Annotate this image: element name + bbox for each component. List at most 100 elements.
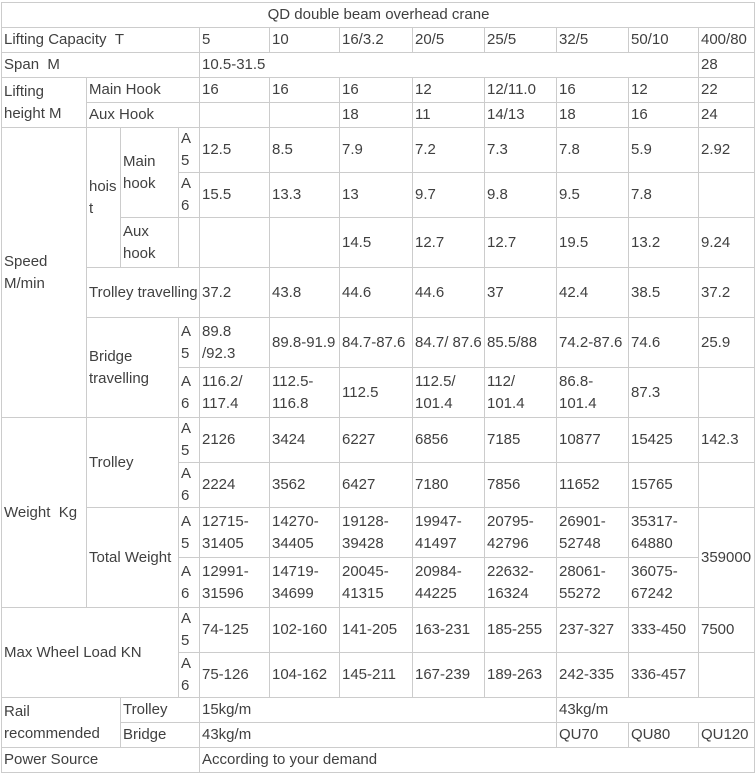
- value-cell: 16/3.2: [339, 27, 413, 53]
- value-cell: 400/80: [697, 27, 755, 53]
- value-cell: 10.5-31.5: [199, 52, 699, 78]
- value-cell: QU80: [628, 722, 699, 748]
- value-cell: 7.2: [412, 127, 485, 173]
- value-cell: 28: [697, 52, 755, 78]
- value-cell: 3562: [269, 462, 340, 508]
- value-cell: 116.2/ 117.4: [199, 367, 270, 418]
- value-cell: 25.9: [697, 317, 755, 368]
- value-cell: 13: [339, 172, 413, 218]
- value-cell: 9.7: [412, 172, 485, 218]
- value-cell: 7856: [484, 462, 557, 508]
- value-cell: 38.5: [628, 267, 699, 318]
- value-cell: 189-263: [484, 652, 557, 698]
- value-cell: 43.8: [269, 267, 340, 318]
- value-cell: [269, 217, 340, 268]
- value-cell: [199, 217, 270, 268]
- value-cell: 7185: [484, 417, 557, 463]
- value-cell: 336-457: [628, 652, 699, 698]
- value-cell: 16: [199, 77, 270, 103]
- value-cell: 12: [412, 77, 485, 103]
- table-row: Weight Kg Trolley A5 2126 3424 6227 6856 7185 10…: [1, 417, 755, 608]
- value-cell: 37.2: [199, 267, 270, 318]
- grade-cell: A6: [178, 172, 200, 218]
- value-cell: 9.5: [556, 172, 629, 218]
- value-cell: 112/ 101.4: [484, 367, 557, 418]
- value-cell: 112.5: [339, 367, 413, 418]
- label-lifting-height: Lifting height M: [1, 77, 87, 128]
- value-cell: 3424: [269, 417, 340, 463]
- value-cell: 18: [339, 102, 413, 128]
- value-cell: 7.9: [339, 127, 413, 173]
- value-cell: [697, 462, 755, 508]
- value-cell: 44.6: [339, 267, 413, 318]
- value-cell: 14270- 34405: [269, 507, 340, 558]
- value-cell: 16: [339, 77, 413, 103]
- value-cell: 6856: [412, 417, 485, 463]
- value-cell: 44.6: [412, 267, 485, 318]
- label-speed: Speed M/min: [1, 127, 87, 418]
- value-cell: 89.8 /92.3: [199, 317, 270, 368]
- value-cell: 15765: [628, 462, 699, 508]
- value-cell: 2126: [199, 417, 270, 463]
- value-cell: 84.7/ 87.6: [412, 317, 485, 368]
- label-total-weight: Total Weight: [86, 507, 179, 608]
- table-row: Bridge travelling A5 89.8 /92.3 89.8-91.9 84…: [2, 317, 755, 418]
- value-cell: 11: [412, 102, 485, 128]
- table-row: Aux hook 14.5 12.7 12.7 19.5 13.2 9.24: [2, 217, 755, 268]
- value-cell: 13.3: [269, 172, 340, 218]
- value-cell: 74-125: [199, 607, 270, 653]
- value-cell: 35317- 64880: [628, 507, 699, 558]
- grade-cell: A6: [178, 367, 200, 418]
- table-row: Lifting Capacity T 5 10 16/3.2 20/5 25/5 32/5 5…: [1, 27, 755, 53]
- value-cell: 359000: [697, 507, 755, 608]
- value-cell: 89.8-91.9: [269, 317, 340, 368]
- table-row: A6 2224 3562 6427 7180 7856 11652 15765: [2, 462, 755, 508]
- table-row: Aux Hook 18 11 14/13 18 16 24: [2, 102, 755, 128]
- value-cell: 12/11.0: [484, 77, 557, 103]
- value-cell: 237-327: [556, 607, 629, 653]
- value-cell: 18: [556, 102, 629, 128]
- grade-cell: A5: [178, 507, 200, 558]
- table-row: Max Wheel Load KN A5 74-125 102-160 141-205 1…: [1, 607, 755, 698]
- table-title: QD double beam overhead crane: [0, 2, 755, 28]
- value-cell: 12.7: [412, 217, 485, 268]
- label-bridge-travelling: Bridge travelling: [86, 317, 179, 418]
- value-cell: 10: [269, 27, 340, 53]
- value-cell: [199, 102, 270, 128]
- value-cell: 163-231: [412, 607, 485, 653]
- value-cell: 141-205: [339, 607, 413, 653]
- label-aux-hook: Aux Hook: [86, 102, 200, 128]
- value-cell: 6227: [339, 417, 413, 463]
- value-cell: 13.2: [628, 217, 699, 268]
- value-cell: 9.24: [697, 217, 755, 268]
- value-cell: 15kg/m: [199, 697, 557, 723]
- grade-cell: [178, 217, 200, 268]
- value-cell: 20/5: [412, 27, 485, 53]
- table-row: Lifting height M Main Hook 16 16 16 12 12/11.0…: [1, 77, 755, 128]
- label-hoist: hoist: [86, 127, 121, 268]
- table-row: A6 15.5 13.3 13 9.7 9.8 9.5 7.8: [2, 172, 755, 218]
- value-cell: 85.5/88: [484, 317, 557, 368]
- value-cell: 167-239: [412, 652, 485, 698]
- value-cell: 14/13: [484, 102, 557, 128]
- value-cell: 32/5: [556, 27, 629, 53]
- value-cell: 8.5: [269, 127, 340, 173]
- label-max-wheel-load: Max Wheel Load KN: [1, 607, 179, 698]
- grade-cell: A5: [178, 127, 200, 173]
- label-span: Span M: [1, 52, 200, 78]
- value-cell: 37: [484, 267, 557, 318]
- value-cell: QU70: [556, 722, 629, 748]
- value-cell: [269, 102, 340, 128]
- value-cell: 28061- 55272: [556, 557, 629, 608]
- value-cell: 104-162: [269, 652, 340, 698]
- value-cell: 2.92: [697, 127, 755, 173]
- value-cell: 16: [628, 102, 699, 128]
- value-cell: 7.8: [628, 172, 699, 218]
- value-cell: 5.9: [628, 127, 699, 173]
- table-row: Trolley travelling 37.2 43.8 44.6 44.6 37 42.4…: [2, 267, 755, 318]
- grade-cell: A5: [178, 317, 200, 368]
- value-cell: 19.5: [556, 217, 629, 268]
